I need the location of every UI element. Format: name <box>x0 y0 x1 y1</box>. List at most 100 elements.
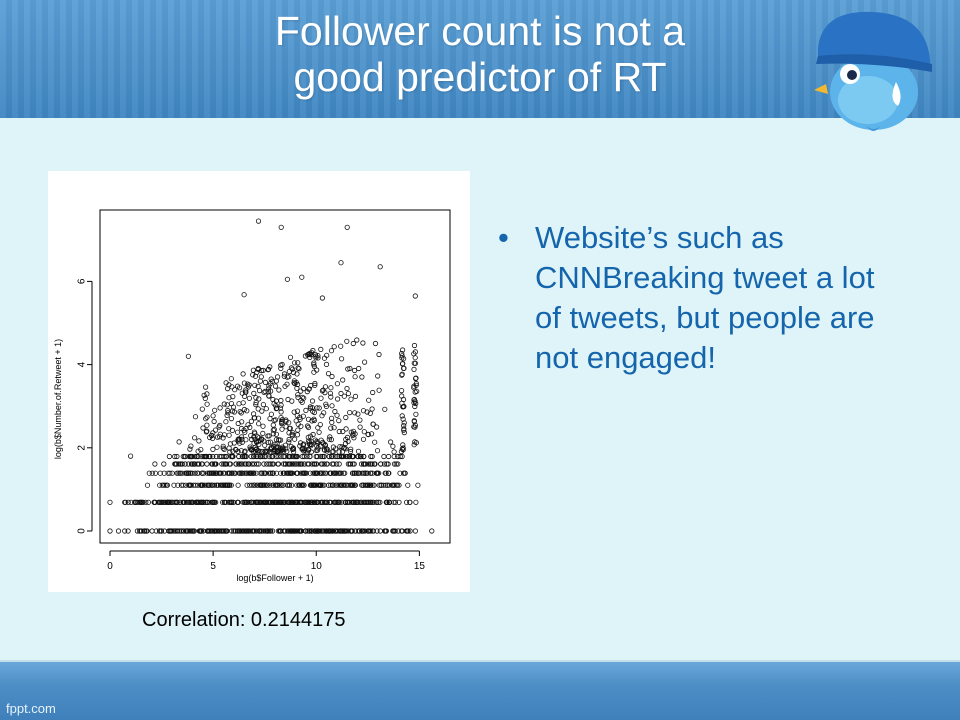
data-point <box>401 429 407 436</box>
data-point <box>151 499 157 505</box>
data-point <box>383 470 389 476</box>
data-point <box>329 419 335 425</box>
data-point <box>210 435 216 441</box>
data-point <box>257 528 263 534</box>
data-point <box>242 449 248 455</box>
data-point <box>324 461 330 467</box>
data-point <box>329 403 335 409</box>
data-point <box>296 366 302 372</box>
data-point <box>315 440 321 446</box>
data-point <box>413 440 419 446</box>
data-point <box>295 392 301 398</box>
data-point <box>311 409 317 416</box>
data-point <box>291 449 297 455</box>
data-point <box>278 224 284 230</box>
data-point <box>344 224 350 230</box>
data-point <box>257 378 263 384</box>
data-point <box>263 406 269 412</box>
data-point <box>347 365 353 372</box>
data-point <box>332 453 338 460</box>
data-point <box>267 439 273 445</box>
data-point <box>401 427 407 433</box>
data-point <box>303 528 309 534</box>
data-point <box>255 383 261 389</box>
data-point <box>203 416 209 422</box>
data-point <box>174 453 180 460</box>
data-point <box>172 499 178 505</box>
data-point <box>223 453 229 460</box>
data-point <box>362 499 369 505</box>
data-point <box>201 499 207 505</box>
data-point <box>286 420 292 426</box>
data-point <box>295 427 301 433</box>
data-point <box>229 470 235 476</box>
data-point <box>332 408 338 415</box>
data-point <box>300 413 306 419</box>
data-point <box>279 426 285 432</box>
data-point <box>212 470 218 476</box>
data-point <box>308 441 315 447</box>
data-point <box>144 482 151 488</box>
data-point <box>267 449 273 455</box>
data-point <box>367 410 373 416</box>
data-point <box>411 400 417 406</box>
data-point <box>343 426 349 432</box>
data-point <box>248 453 254 460</box>
data-point <box>348 429 354 435</box>
scatter-chart: 0 5 10 15 0 2 4 6 log(b$Follower + 1) log(b$Num… <box>48 171 470 592</box>
data-point <box>212 427 219 433</box>
data-point <box>375 373 381 379</box>
data-point <box>289 482 295 488</box>
data-point <box>182 453 188 460</box>
data-point <box>266 461 272 467</box>
data-point <box>217 431 223 437</box>
data-point <box>225 410 231 416</box>
data-point <box>411 418 417 425</box>
data-point <box>256 461 262 467</box>
data-point <box>412 293 418 299</box>
data-point <box>192 470 198 476</box>
data-point <box>128 453 134 459</box>
data-point <box>300 386 307 392</box>
data-point <box>286 374 292 380</box>
y-tick-label: 4 <box>77 361 88 367</box>
data-point <box>125 528 131 534</box>
data-point <box>268 411 274 417</box>
data-point <box>276 499 282 505</box>
data-point <box>301 445 307 452</box>
data-point <box>232 470 238 476</box>
data-point <box>278 397 284 404</box>
data-point <box>361 429 367 435</box>
data-point <box>188 461 195 467</box>
data-point <box>285 470 291 476</box>
data-point <box>415 482 421 488</box>
data-point <box>346 453 352 460</box>
data-point <box>360 436 367 442</box>
data-point <box>361 499 367 505</box>
data-point <box>340 428 346 435</box>
data-point <box>160 482 167 488</box>
data-point <box>355 448 362 454</box>
data-point <box>316 405 322 411</box>
data-point <box>288 470 294 476</box>
data-point <box>187 446 193 452</box>
data-point <box>226 426 232 432</box>
data-point <box>234 528 240 534</box>
data-point <box>344 385 350 392</box>
data-point <box>369 461 375 467</box>
data-point <box>289 461 295 467</box>
data-point <box>413 411 419 417</box>
data-point <box>260 402 266 408</box>
data-point <box>236 528 242 534</box>
data-point <box>202 453 208 460</box>
data-point <box>302 470 308 476</box>
data-point <box>157 482 163 488</box>
data-point <box>325 371 332 377</box>
data-point <box>214 434 221 440</box>
data-point <box>301 448 307 454</box>
data-point <box>166 528 172 534</box>
data-point <box>152 461 158 467</box>
data-point <box>286 436 292 443</box>
data-point <box>236 401 242 407</box>
data-point <box>143 528 149 534</box>
